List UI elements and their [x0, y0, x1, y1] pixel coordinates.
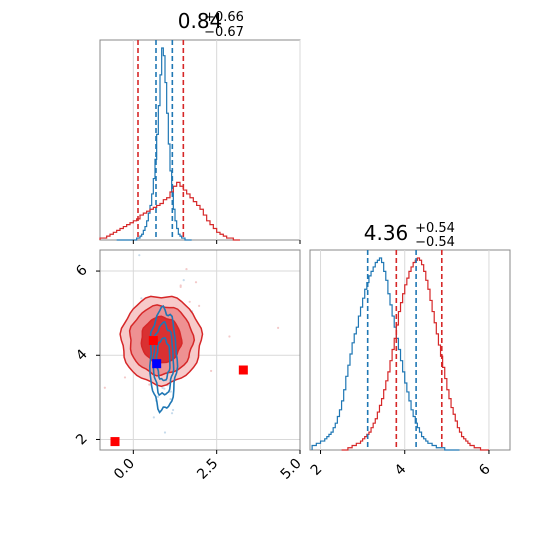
title-minus: −0.54	[415, 235, 455, 250]
sample-point	[163, 431, 167, 434]
panel-marginal-x-title: 0.84	[178, 9, 223, 33]
sample-point	[152, 416, 155, 419]
panel-marginal-y-frame	[309, 249, 511, 451]
histogram-series-0	[311, 257, 460, 451]
panel-marginal-y: 2 4 6 4.36 +0.54 −0.54	[308, 221, 511, 479]
histogram-series-1	[341, 257, 489, 451]
sample-point	[123, 376, 127, 379]
panel-marginal-x-ticks	[132, 240, 301, 244]
panel-marginal-y-title: 4.36	[364, 221, 409, 245]
sample-point	[188, 300, 191, 303]
sample-point	[210, 369, 213, 373]
sample-point	[138, 254, 141, 257]
sample-point	[228, 335, 231, 338]
panel-marginal-x-quantiles	[137, 40, 185, 240]
sample-point	[103, 386, 106, 389]
sample-point	[171, 408, 175, 412]
title-minus: −0.67	[204, 25, 244, 40]
marker-point	[238, 365, 248, 375]
sample-point	[169, 397, 172, 401]
sample-point	[170, 412, 174, 415]
title-value: 0.84	[178, 9, 223, 33]
marker-point	[110, 437, 120, 447]
panel-joint-frame	[99, 249, 301, 451]
title-plus: +0.66	[204, 10, 244, 25]
sample-point	[169, 390, 172, 393]
title-plus: +0.54	[415, 221, 455, 236]
panel-joint-markers	[110, 336, 248, 447]
sample-point	[140, 297, 143, 300]
tick-label: 6	[73, 262, 91, 280]
panel-marginal-x-histograms	[99, 47, 240, 241]
tick-label: 2.5	[194, 456, 221, 483]
sample-point	[185, 267, 188, 271]
panel-marginal-y-ticks: 2 4 6	[308, 450, 494, 479]
panel-marginal-x: 0.84 +0.66 −0.67	[99, 9, 301, 244]
panel-marginal-y-quantiles	[366, 250, 443, 450]
sample-point	[276, 326, 280, 330]
histogram-series-0	[116, 47, 192, 241]
sample-point	[182, 279, 185, 282]
panel-joint: 0.0 2.5 5.0 2 4 6	[73, 249, 305, 483]
contour-series-1-level-0	[148, 305, 179, 414]
sample-point	[179, 284, 182, 287]
tick-label: 2	[308, 461, 326, 479]
tick-label: 4	[73, 346, 91, 364]
sample-point	[194, 281, 198, 284]
panel-marginal-x-grid	[132, 40, 301, 240]
sample-point	[161, 386, 164, 389]
marker-point	[152, 359, 162, 369]
panel-marginal-y-histograms	[311, 257, 489, 451]
tick-label: 0.0	[111, 456, 138, 483]
title-value: 4.36	[364, 221, 409, 245]
sample-point	[148, 383, 151, 386]
tick-label: 5.0	[278, 456, 305, 483]
histogram-series-1	[99, 181, 240, 241]
sample-point	[156, 395, 160, 398]
tick-label: 2	[73, 431, 91, 449]
tick-label: 6	[476, 461, 494, 479]
panel-marginal-y-grid	[320, 250, 490, 450]
sample-point	[198, 304, 201, 307]
sample-point	[163, 387, 166, 390]
panel-marginal-x-frame	[99, 39, 301, 241]
tick-label: 4	[392, 461, 410, 479]
panel-joint-contours	[119, 295, 204, 414]
marker-point	[148, 336, 158, 346]
